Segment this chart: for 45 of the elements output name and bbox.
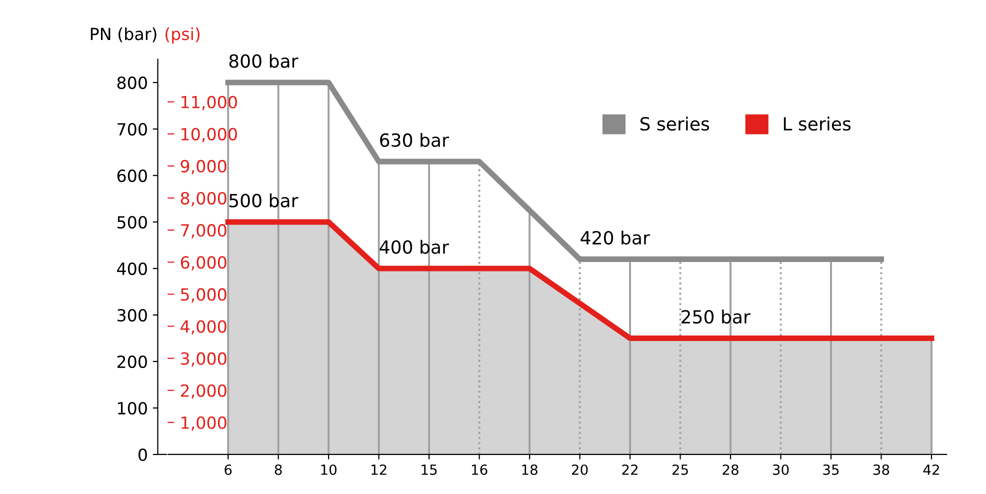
annotation: 630 bar <box>380 132 449 147</box>
x-tick-label: 20 <box>572 464 588 475</box>
x-tick-label: 10 <box>321 464 336 475</box>
x-tick-label: 30 <box>772 464 789 475</box>
annotation: 250 bar <box>682 310 750 324</box>
legend-label: S series <box>640 116 710 131</box>
y2-tick-label: 10,000 <box>182 128 237 142</box>
x-tick-label: 18 <box>522 464 538 475</box>
y2-tick-label: 7,000 <box>181 224 226 238</box>
y2-axis-title: (psi) <box>166 27 200 44</box>
y-tick-label: 100 <box>118 402 147 415</box>
y2-tick-label: 11,000 <box>182 96 237 110</box>
annotation: 800 bar <box>229 54 298 68</box>
x-tick-label: 12 <box>372 464 386 475</box>
y2-tick-label: 4,000 <box>180 320 226 335</box>
x-tick-label: 38 <box>873 464 890 475</box>
x-tick-label: 15 <box>422 464 437 475</box>
y2-tick-label: 9,000 <box>180 160 226 174</box>
y-tick-label: 700 <box>118 122 147 136</box>
x-tick-label: 22 <box>622 464 638 475</box>
y-tick-label: 400 <box>117 262 147 276</box>
x-tick-label: 28 <box>722 464 738 475</box>
y-tick-label: 500 <box>118 216 147 229</box>
y2-tick-label: 6,000 <box>180 256 226 270</box>
y2-tick-label: 1,000 <box>182 416 226 431</box>
x-tick-label: 25 <box>672 464 688 475</box>
y-axis-title: PN (bar) <box>90 27 156 42</box>
x-tick-label: 35 <box>823 464 839 475</box>
annotation: 420 bar <box>580 230 650 245</box>
y-tick-label: 600 <box>117 169 147 182</box>
x-tick-label: 16 <box>472 464 488 475</box>
x-tick-label: 8 <box>274 464 282 475</box>
x-tick-label: 42 <box>923 464 939 475</box>
y2-tick-label: 2,000 <box>180 384 226 399</box>
x-tick-label: 6 <box>224 464 232 475</box>
annotation: 500 bar <box>229 193 298 208</box>
legend-label: L series <box>784 116 851 131</box>
annotation: 400 bar <box>380 240 449 254</box>
y-tick-label: 0 <box>138 448 147 462</box>
y-tick-label: 800 <box>117 76 147 90</box>
y2-tick-label: 5,000 <box>181 288 226 302</box>
y2-tick-label: 8,000 <box>180 192 226 206</box>
y-tick-label: 200 <box>117 355 147 368</box>
y2-tick-label: 3,000 <box>180 352 226 367</box>
y-tick-label: 300 <box>117 308 147 322</box>
